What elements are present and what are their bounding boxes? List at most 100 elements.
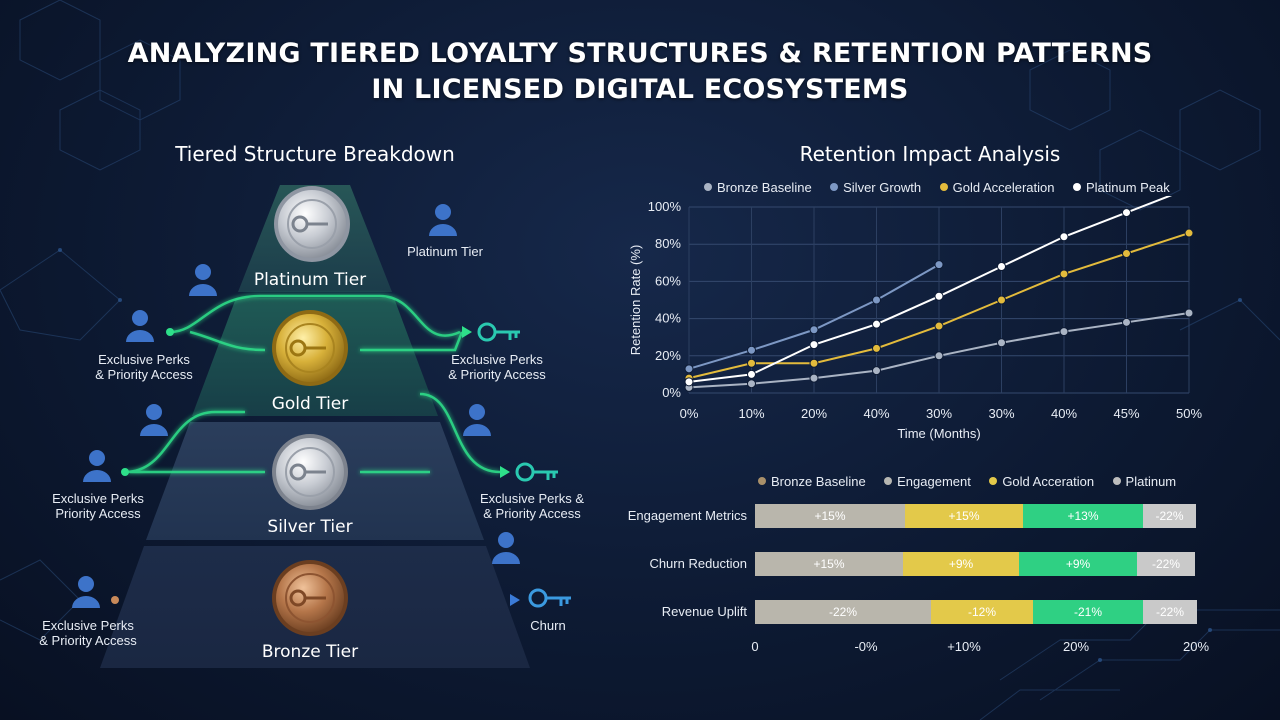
user-icon [429,204,457,236]
flow-line-gold-inner [189,330,266,352]
y-tick-label: 20% [655,348,681,363]
annotation-silver-right-2: & Priority Access [483,506,581,521]
platinum-coin [274,186,350,262]
y-tick-label: 100% [648,199,682,214]
data-point [997,262,1006,272]
x-tick-label: 30% [988,406,1014,421]
tier-pyramid [72,185,571,668]
annotation-bronze-left-1: Exclusive Perks [42,618,134,633]
silver-coin [272,434,348,510]
data-point [809,340,819,350]
stack-legend: Bronze Baseline Engagement Gold Accerati… [758,472,1238,490]
legend-item-platinum: Platinum [1112,473,1177,489]
tier-label-silver: Silver Tier [267,517,353,537]
legend-item-gold-acceration: Gold Acceration [989,474,1094,489]
legend-marker [830,183,839,191]
x-tick-label: 45% [1113,406,1139,421]
data-point [747,358,756,368]
bronze-coin [272,560,348,636]
data-point [1184,228,1194,238]
data-point [1059,269,1069,279]
legend-label: Gold Acceration [1002,473,1095,489]
data-point [747,369,756,379]
data-point [747,379,756,389]
data-point [997,338,1006,348]
data-point [872,295,881,305]
flow-line-silver-outer [419,392,501,474]
user-icon [492,532,520,564]
main-title-line-1: ANALYZING TIERED LOYALTY STRUCTURES & RE… [127,38,1153,69]
retention-line-chart: 0% 20% 40% 60% 80% 100% 0% 10% 20% 40% 30% 30% 40% 45… [628,196,1202,441]
legend-marker [758,477,766,485]
data-point [1122,249,1131,258]
legend-marker [939,183,948,191]
data-point [809,373,819,383]
user-icon [83,450,111,482]
legend-label: Engagement [897,473,971,489]
data-point [684,377,694,387]
annotation-silver-left-1: Exclusive Perks [52,491,144,506]
annotation-gold-left-2: & Priority Access [95,367,193,382]
data-point [934,260,944,270]
legend-label: Bronze Baseline [771,473,866,489]
data-point [809,325,819,335]
legend-label: Bronze Baseline [717,179,812,195]
legend-item-bronze-baseline: Bronze Baseline [704,180,812,195]
legend-marker [704,183,712,191]
annotation-gold-right-2: & Priority Access [448,367,546,382]
data-point [1059,232,1069,242]
flow-line-gold-right [360,331,464,352]
x-tick-label: 40% [1051,406,1077,421]
key-icon [528,588,571,608]
x-tick-label: 10% [738,406,764,421]
y-tick-label: 80% [655,236,681,251]
legend-item-engagement: Engagement [884,474,971,489]
x-tick-label: 30% [926,406,952,421]
tier-section-title: Tiered Structure Breakdown [175,142,455,166]
y-tick-label: 0% [662,385,681,400]
annotation-silver-left-2: Priority Access [55,506,141,521]
data-point [1122,208,1131,218]
annotation-platinum-tier: Platinum Tier [407,244,483,259]
tier-label-platinum: Platinum Tier [253,270,367,290]
legend-label: Platinum [1125,473,1177,489]
data-point [934,291,944,301]
user-icon [126,310,154,342]
data-point [1059,327,1069,337]
user-icon [72,576,100,608]
x-tick-label: 0% [680,406,699,421]
x-tick-label: 40% [863,406,889,421]
annotation-churn: Churn [530,618,566,633]
flow-line-silver-left [124,410,245,474]
y-axis-label: Retention Rate (%) [628,245,643,356]
user-icon [140,404,168,436]
data-point [934,351,944,361]
flow-line-gold-left [169,294,461,337]
annotation-gold-left-1: Exclusive Perks [98,352,190,367]
tier-label-bronze: Bronze Tier [261,642,359,662]
key-icon [477,322,520,342]
legend-marker [1072,183,1081,191]
x-tick-label: 50% [1176,406,1202,421]
key-icon [515,462,558,482]
legend-marker [1112,477,1121,485]
tier-label-gold: Gold Tier [271,394,349,414]
legend-item-silver-growth: Silver Growth [830,180,921,195]
gold-coin [272,310,348,386]
annotation-bronze-left-2: & Priority Access [39,633,137,648]
y-tick-label: 40% [655,311,681,326]
main-title-line-2: IN LICENSED DIGITAL ECOSYSTEMS [371,74,909,105]
retention-chart-title: Retention Impact Analysis [799,142,1061,166]
legend-label: Silver Growth [843,179,922,195]
data-point [809,358,819,368]
data-point [872,319,881,329]
x-tick-label: 20% [801,406,827,421]
legend-marker [989,477,998,485]
legend-item-platinum-peak: Platinum Peak [1072,179,1170,195]
legend-item-gold-acceleration: Gold Acceleration [939,179,1055,195]
data-point [872,366,881,376]
data-point [684,364,694,374]
data-point [1184,308,1194,318]
legend-label: Gold Acceleration [952,179,1055,195]
legend-label: Platinum Peak [1085,179,1170,195]
